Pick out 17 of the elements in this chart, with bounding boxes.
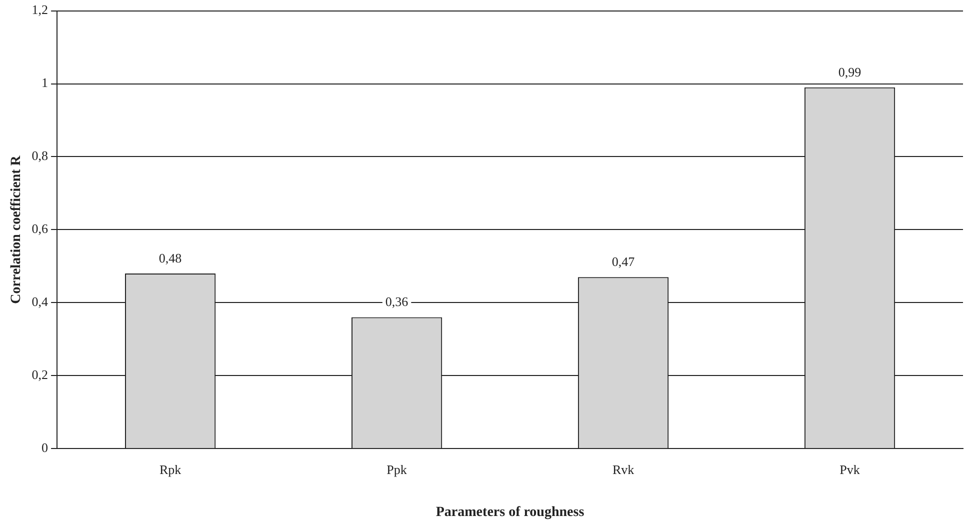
data-label: 0,36 (385, 294, 409, 310)
y-axis-title: Correlation coefficient R (9, 154, 24, 304)
data-label: 0,48 (158, 250, 182, 266)
data-label: 0,99 (838, 64, 862, 80)
y-tick-label: 0,6 (32, 221, 49, 236)
y-tick-label: 0,8 (32, 148, 48, 164)
x-tick-label: Ppk (386, 462, 408, 477)
data-label: 0,47 (612, 254, 636, 270)
y-tick-label: 1 (42, 75, 48, 90)
y-tick-label: 1,2 (32, 2, 48, 18)
y-tick-label: 0,4 (32, 294, 49, 310)
x-tick-label: Rvk (612, 462, 635, 477)
y-tick-label: 0 (42, 440, 48, 456)
y-tick-label: 0,2 (32, 367, 48, 382)
x-tick-label: Rpk (159, 462, 182, 477)
x-tick-label: Pvk (840, 462, 860, 477)
x-axis-title: Parameters of roughness (436, 505, 585, 520)
